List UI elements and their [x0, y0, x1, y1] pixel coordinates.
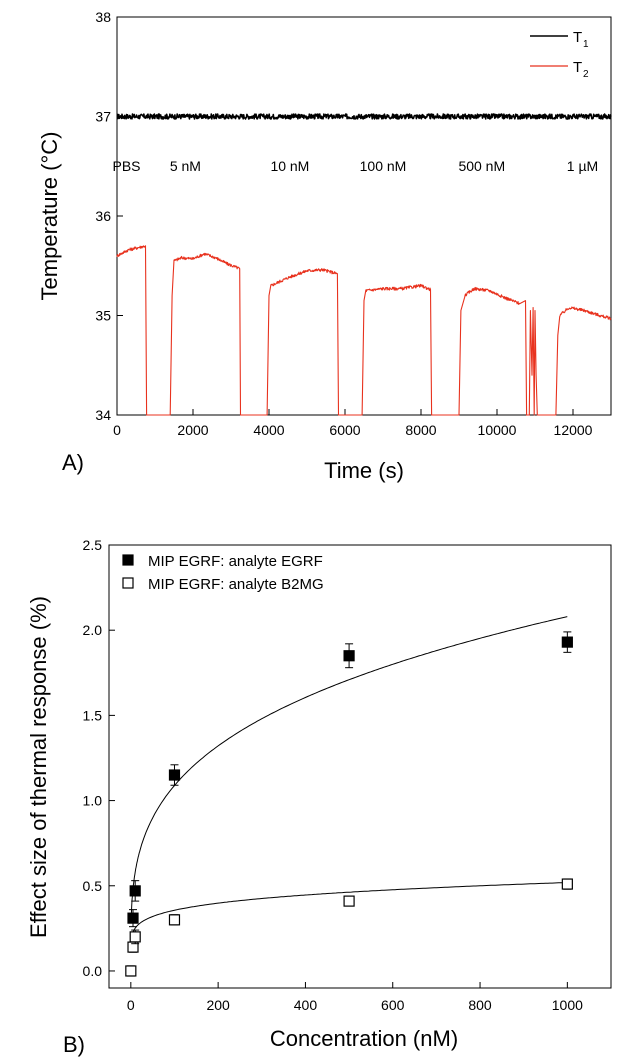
x-tick-label-b: 200: [206, 997, 230, 1013]
concentration-annotation: 100 nM: [360, 158, 407, 174]
panel-a-temperature-chart: 0 2000 4000 6000 8000 10000 12000 34 35 36 37 38 PB…: [37, 9, 612, 483]
data-point-egrf: [561, 636, 573, 648]
x-tick-label-a: 4000: [253, 422, 284, 438]
tick-group-b: 0 200 400 600 800 1000 0.0 0.5 1.0 1.5 2.0 2.5: [83, 537, 584, 1013]
y-tick-label-a: 34: [95, 407, 111, 423]
series-group-a: [116, 113, 612, 416]
y-tick-label-a: 36: [95, 208, 111, 224]
fit-curve-b-0: [130, 616, 568, 917]
y-tick-label-b: 0.5: [83, 878, 103, 894]
y-tick-label-b: 1.0: [83, 793, 103, 809]
data-point-b2mg: [129, 931, 141, 943]
x-tick-label-b: 1000: [552, 997, 583, 1013]
data-point-b2mg: [168, 914, 181, 926]
data-point-egrf: [168, 769, 181, 781]
x-tick-label-a: 12000: [554, 422, 593, 438]
legend-b: MIP EGRF: analyte EGRF MIP EGRF: analyte …: [122, 553, 324, 593]
y-tick-label-a: 38: [95, 9, 111, 25]
y-tick-label-b: 2.0: [83, 622, 103, 638]
legend-subscript-a-1: 2: [583, 69, 589, 80]
plot-frame-b: [108, 544, 612, 989]
data-point-group-b: [125, 631, 573, 977]
fit-curve-b-1: [130, 882, 568, 940]
data-point-b2mg: [343, 895, 355, 907]
concentration-annotation: 500 nM: [458, 158, 505, 174]
x-tick-label-b: 400: [294, 997, 318, 1013]
y-axis-label-b: Effect size of thermal response (%): [26, 596, 51, 938]
legend-label-a-0: T: [573, 29, 582, 46]
y-axis-label-a: Temperature (°C): [37, 132, 62, 301]
panel-label-b: B): [63, 1032, 85, 1057]
y-tick-label-a: 35: [95, 308, 111, 324]
concentration-annotation: 10 nM: [270, 158, 309, 174]
series-line-a-1: [116, 245, 612, 416]
legend-label-b-1: MIP EGRF: analyte B2MG: [148, 576, 324, 593]
legend-a: T 1T 2: [530, 29, 589, 80]
data-point-egrf: [127, 912, 139, 924]
concentration-annotation: 5 nM: [170, 158, 201, 174]
legend-marker-b-1: [122, 577, 134, 589]
legend-marker-b-0: [122, 554, 134, 566]
x-tick-label-a: 2000: [177, 422, 208, 438]
x-tick-label-a: 6000: [329, 422, 360, 438]
legend-label-b-0: MIP EGRF: analyte EGRF: [148, 553, 323, 570]
data-point-egrf: [343, 650, 355, 662]
series-line-a-0: [116, 113, 612, 120]
x-tick-label-b: 0: [127, 997, 135, 1013]
legend-subscript-a-0: 1: [583, 39, 589, 50]
data-point-b2mg: [561, 878, 573, 890]
x-tick-label-b: 600: [381, 997, 405, 1013]
plot-frame-a: [116, 16, 612, 416]
data-point-b2mg: [125, 965, 137, 977]
panel-b-effect-size-chart: 0 200 400 600 800 1000 0.0 0.5 1.0 1.5 2.0 2.5 MIP …: [26, 537, 612, 1057]
x-tick-label-a: 8000: [405, 422, 436, 438]
x-axis-label-b: Concentration (nM): [270, 1026, 458, 1051]
y-tick-label-a: 37: [95, 109, 111, 125]
data-point-egrf: [129, 885, 141, 897]
x-axis-label-a: Time (s): [324, 458, 404, 483]
concentration-annotation: PBS: [112, 158, 140, 174]
x-tick-label-a: 0: [113, 422, 121, 438]
annotation-group-a: PBS 5 nM 10 nM 100 nM 500 nM 1 µM: [112, 158, 598, 174]
concentration-annotation: 1 µM: [567, 158, 598, 174]
tick-group-a: 0 2000 4000 6000 8000 10000 12000 34 35 36 37 38: [95, 9, 592, 438]
fit-curve-group-b: [130, 616, 568, 940]
y-tick-label-b: 1.5: [83, 707, 103, 723]
legend-label-a-1: T: [573, 59, 582, 76]
x-tick-label-b: 800: [468, 997, 492, 1013]
y-tick-label-b: 0.0: [83, 963, 103, 979]
y-tick-label-b: 2.5: [83, 537, 103, 553]
panel-label-a: A): [62, 450, 84, 475]
x-tick-label-a: 10000: [478, 422, 517, 438]
